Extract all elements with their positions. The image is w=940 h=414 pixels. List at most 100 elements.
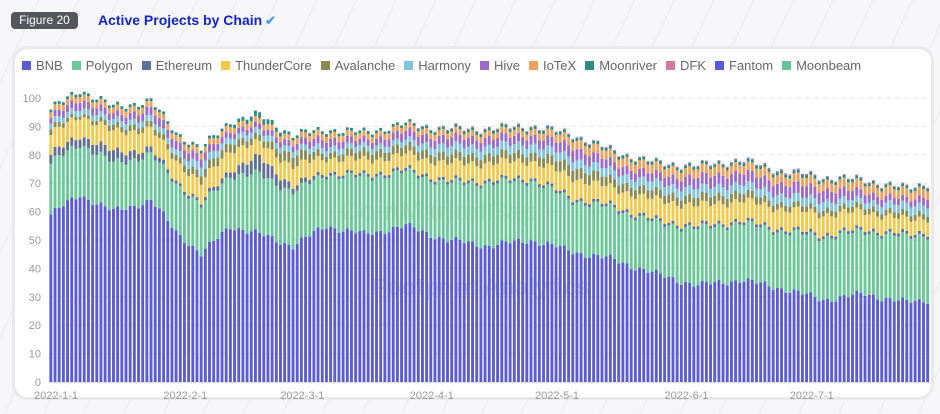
- bar-segment-thundercore: [851, 212, 854, 231]
- bar-segment-harmony: [592, 162, 596, 171]
- bar-segment-iotex: [788, 178, 792, 188]
- legend-item-thundercore[interactable]: ThunderCore: [221, 58, 312, 73]
- bar-segment-ethereum: [320, 174, 324, 179]
- bar-segment-thundercore: [659, 198, 662, 219]
- legend-item-fantom[interactable]: Fantom: [715, 58, 773, 73]
- bar-segment-dfk: [684, 164, 687, 166]
- bar-segment-polygon: [437, 180, 441, 237]
- bar-segment-moonriver: [805, 175, 809, 178]
- bar-segment-ethereum: [112, 150, 115, 162]
- bar-segment-moonriver: [838, 176, 842, 180]
- bar-segment-avalanche: [884, 209, 888, 216]
- bar-segment-harmony: [926, 208, 930, 217]
- bar-segment-dfk: [659, 160, 662, 162]
- bar-segment-bnb: [337, 232, 341, 382]
- legend-item-dfk[interactable]: DFK: [666, 58, 706, 73]
- bar-segment-thundercore: [742, 202, 746, 223]
- legend-item-moonriver[interactable]: Moonriver: [585, 58, 657, 73]
- bar-segment-avalanche: [208, 159, 211, 169]
- bar-segment-hive: [458, 135, 462, 144]
- bar-segment-bnb: [70, 197, 74, 382]
- bar-segment-polygon: [855, 228, 859, 291]
- bar-segment-avalanche: [625, 182, 629, 192]
- bar-segment-moonriver: [308, 133, 312, 137]
- bar-segment-harmony: [387, 146, 391, 153]
- bar-segment-ethereum: [329, 172, 333, 176]
- bar-segment-ethereum: [671, 220, 675, 224]
- bar-segment-avalanche: [704, 192, 708, 202]
- bar-segment-thundercore: [650, 198, 654, 219]
- bar-segment-thundercore: [433, 165, 437, 182]
- bar-segment-avalanche: [487, 153, 491, 162]
- bar-segment-harmony: [905, 202, 909, 211]
- bar-segment-hive: [600, 158, 604, 169]
- bar-segment-harmony: [659, 181, 662, 190]
- bar-segment-iotex: [684, 168, 687, 177]
- bar-segment-hive: [679, 181, 683, 192]
- legend-item-iotex[interactable]: IoTeX: [528, 58, 576, 73]
- bar-segment-ethereum: [86, 138, 90, 149]
- legend-item-ethereum[interactable]: Ethereum: [141, 58, 212, 73]
- bar-segment-bnb: [729, 281, 733, 382]
- bar-segment-harmony: [537, 148, 541, 158]
- bar-segment-harmony: [157, 126, 161, 133]
- bar-segment-fantom: [813, 174, 817, 176]
- bar-segment-bnb: [49, 214, 53, 382]
- bar-segment-bnb: [366, 233, 370, 382]
- bar-segment-hive: [70, 100, 74, 109]
- legend-item-hive[interactable]: Hive: [479, 58, 520, 73]
- bar-segment-thundercore: [692, 206, 696, 227]
- legend-item-bnb[interactable]: BNB: [22, 58, 63, 73]
- bar-segment-moonriver: [583, 143, 587, 146]
- bar-segment-moonriver: [880, 188, 884, 192]
- legend-item-moonbeam[interactable]: Moonbeam: [782, 58, 861, 73]
- bar-segment-harmony: [283, 145, 287, 151]
- bar-segment-moonriver: [224, 123, 228, 127]
- bar-segment-moonriver: [512, 127, 516, 131]
- bar-segment-moonriver: [316, 127, 320, 130]
- bar-segment-iotex: [291, 140, 295, 147]
- bar-segment-dfk: [696, 165, 700, 167]
- bar-segment-harmony: [775, 195, 779, 204]
- bar-segment-thundercore: [817, 218, 821, 239]
- bar-segment-dfk: [767, 168, 771, 170]
- bar-segment-harmony: [588, 166, 591, 176]
- bar-segment-hive: [846, 190, 850, 201]
- bar-segment-hive: [132, 111, 136, 119]
- bar-segment-avalanche: [926, 217, 930, 223]
- bar-segment-harmony: [784, 197, 788, 206]
- bar-segment-hive: [74, 103, 78, 112]
- bar-segment-bnb: [220, 231, 224, 382]
- bar-segment-polygon: [400, 173, 404, 229]
- bar-segment-ethereum: [291, 188, 295, 195]
- bar-segment-harmony: [116, 116, 120, 122]
- legend-item-polygon[interactable]: Polygon: [71, 58, 133, 73]
- bar-segment-moonriver: [212, 135, 216, 138]
- bar-segment-dfk: [471, 126, 474, 128]
- bar-segment-avalanche: [788, 207, 792, 213]
- bar-segment-avalanche: [324, 156, 328, 163]
- bar-segment-harmony: [462, 148, 466, 158]
- bar-segment-thundercore: [141, 132, 145, 153]
- bar-segment-ethereum: [679, 228, 683, 232]
- bar-segment-harmony: [771, 197, 775, 206]
- legend-item-harmony[interactable]: Harmony: [404, 58, 471, 73]
- bar-segment-iotex: [354, 135, 358, 141]
- bar-segment-ethereum: [412, 169, 416, 173]
- bar-segment-avalanche: [224, 143, 228, 153]
- bar-segment-thundercore: [458, 160, 462, 178]
- bar-segment-avalanche: [283, 150, 287, 161]
- bar-segment-moonriver: [771, 174, 775, 178]
- bar-segment-thundercore: [112, 130, 115, 151]
- legend-item-avalanche[interactable]: Avalanche: [320, 58, 395, 73]
- bar-segment-bnb: [717, 280, 721, 382]
- bar-segment-polygon: [704, 223, 708, 282]
- bar-segment-polygon: [82, 146, 86, 197]
- bar-segment-moonriver: [817, 181, 821, 185]
- bar-segment-iotex: [842, 177, 846, 187]
- bar-segment-avalanche: [479, 160, 483, 169]
- bar-segment-iotex: [479, 137, 483, 143]
- bar-segment-thundercore: [421, 158, 424, 175]
- bar-segment-ethereum: [763, 222, 767, 225]
- bar-segment-dfk: [667, 164, 671, 166]
